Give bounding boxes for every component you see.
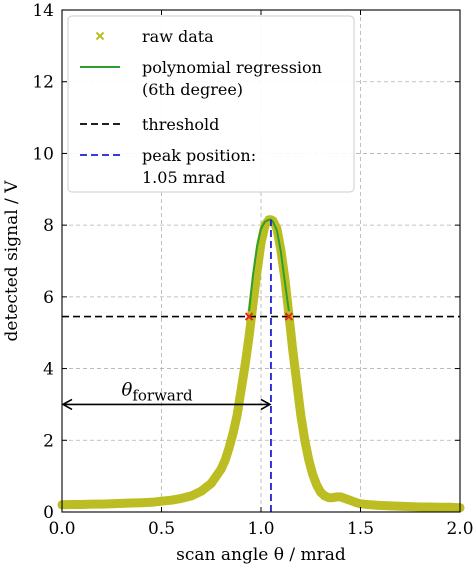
raw-data-point xyxy=(137,498,146,507)
raw-data-point xyxy=(301,436,309,445)
arrowhead-left xyxy=(61,398,73,411)
raw-data-point xyxy=(344,496,353,504)
raw-data-point xyxy=(225,443,233,452)
raw-data-point xyxy=(336,493,345,501)
raw-data-point xyxy=(436,503,444,512)
raw-data-point xyxy=(406,502,415,511)
raw-data-point xyxy=(297,411,305,419)
raw-data-point xyxy=(312,481,321,489)
raw-data-point xyxy=(127,499,136,507)
y-tick-label: 4 xyxy=(43,360,54,380)
annotation-label: θforward xyxy=(121,379,193,404)
x-tick-label: 0.5 xyxy=(148,519,175,539)
raw-data-point xyxy=(376,501,385,510)
raw-data-point xyxy=(253,267,261,276)
raw-data-point xyxy=(304,456,313,464)
x-tick-label: 1.0 xyxy=(247,519,274,539)
raw-data-point xyxy=(207,479,216,488)
raw-data-point xyxy=(308,470,317,479)
x-tick-label: 0.0 xyxy=(48,519,75,539)
y-tick-label: 14 xyxy=(32,1,54,21)
raw-data-point xyxy=(117,499,126,508)
legend-box xyxy=(67,15,355,193)
raw-data-point xyxy=(320,492,329,500)
raw-data-point xyxy=(147,498,156,507)
raw-data-point xyxy=(167,496,176,504)
arrowhead-right xyxy=(260,398,272,411)
legend-label-peak: peak position: xyxy=(142,146,256,165)
raw-data-point xyxy=(366,501,375,509)
raw-data-point xyxy=(229,429,237,437)
y-tick-label: 8 xyxy=(43,216,54,236)
raw-data-point xyxy=(348,497,357,506)
raw-data-point xyxy=(289,346,297,355)
raw-data-point xyxy=(396,502,405,511)
raw-data-point xyxy=(217,465,225,473)
legend-label-peak: 1.05 mrad xyxy=(142,168,225,187)
raw-data-point xyxy=(197,487,206,495)
y-tick-label: 2 xyxy=(43,431,54,451)
raw-data-point xyxy=(98,500,106,508)
raw-data-point xyxy=(68,500,76,509)
raw-data-point xyxy=(88,500,96,508)
y-tick-label: 12 xyxy=(32,73,54,93)
raw-data-point xyxy=(446,503,454,512)
crossing-marker xyxy=(244,312,254,321)
raw-data-point xyxy=(177,494,186,503)
legend: raw data polynomial regression (6th degree… xyxy=(67,15,355,193)
legend-label-threshold: threshold xyxy=(142,115,219,134)
legend-label-regression: (6th degree) xyxy=(142,80,243,99)
legend-label-raw: raw data xyxy=(142,27,214,46)
raw-data-point xyxy=(241,361,249,369)
raw-data-point xyxy=(356,499,365,508)
x-axis-label: scan angle θ / mrad xyxy=(176,545,346,565)
y-tick-label: 10 xyxy=(32,144,54,164)
y-tick-label: 6 xyxy=(43,288,54,308)
x-tick-label: 2.0 xyxy=(446,519,473,539)
x-tick-label: 1.5 xyxy=(347,519,374,539)
raw-data-point xyxy=(426,503,434,511)
raw-data-point xyxy=(245,332,253,341)
legend-label-regression: polynomial regression xyxy=(142,58,322,77)
raw-data-point xyxy=(78,500,86,509)
raw-data-point xyxy=(187,492,196,500)
legend-raw-marker xyxy=(95,31,105,41)
raw-data-point xyxy=(221,456,229,464)
raw-data-point xyxy=(237,386,245,394)
y-axis-label: detected signal / V xyxy=(2,180,22,342)
raw-data-point xyxy=(340,494,349,503)
raw-data-point xyxy=(416,503,424,511)
raw-data-point xyxy=(107,499,116,508)
raw-data-point xyxy=(157,497,166,506)
raw-data-point xyxy=(293,379,301,387)
raw-data-point xyxy=(233,411,241,419)
raw-data-point xyxy=(386,502,395,510)
regression-line xyxy=(248,218,290,312)
crossing-marker xyxy=(284,312,294,321)
y-tick-label: 0 xyxy=(43,503,54,523)
